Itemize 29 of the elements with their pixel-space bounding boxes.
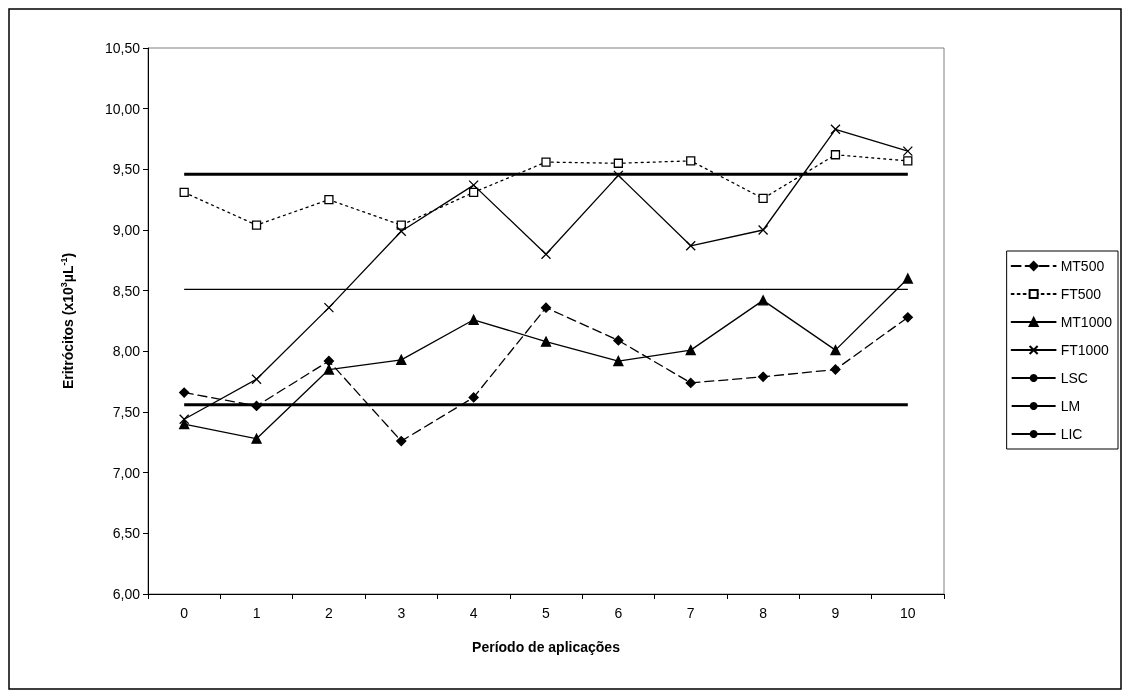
- x-axis-title: Período de aplicações: [472, 639, 621, 655]
- legend-label: FT1000: [1060, 342, 1110, 358]
- y-tick-label: 8,00: [112, 343, 141, 360]
- legend-label: LIC: [1060, 426, 1083, 442]
- x-tick-label: 1: [252, 605, 261, 621]
- x-tick-label: 7: [686, 605, 695, 621]
- y-tick-label: 9,50: [112, 161, 141, 178]
- y-tick-label: 6,50: [112, 525, 141, 542]
- y-tick-label: 10,50: [104, 40, 141, 56]
- legend-label: LSC: [1060, 370, 1088, 386]
- legend-label: FT500: [1060, 286, 1102, 302]
- y-tick-label: 7,00: [112, 464, 141, 481]
- x-tick-label: 5: [542, 605, 551, 621]
- x-tick-label: 8: [759, 605, 768, 621]
- x-tick-label: 10: [900, 605, 916, 621]
- x-tick-label: 6: [614, 605, 623, 621]
- y-tick-label: 9,00: [112, 222, 141, 238]
- y-tick-label: 7,50: [112, 404, 141, 420]
- legend-label: MT500: [1060, 258, 1105, 274]
- legend-label: LM: [1060, 398, 1081, 414]
- x-tick-label: 0: [180, 605, 189, 621]
- y-tick-label: 10,00: [104, 100, 141, 117]
- x-tick-label: 3: [397, 605, 406, 621]
- x-tick-label: 2: [325, 605, 334, 621]
- x-tick-label: 4: [469, 605, 478, 621]
- y-tick-label: 6,00: [112, 586, 141, 602]
- legend-label: MT1000: [1060, 314, 1113, 330]
- x-tick-label: 9: [831, 605, 840, 621]
- y-tick-label: 8,50: [112, 282, 141, 299]
